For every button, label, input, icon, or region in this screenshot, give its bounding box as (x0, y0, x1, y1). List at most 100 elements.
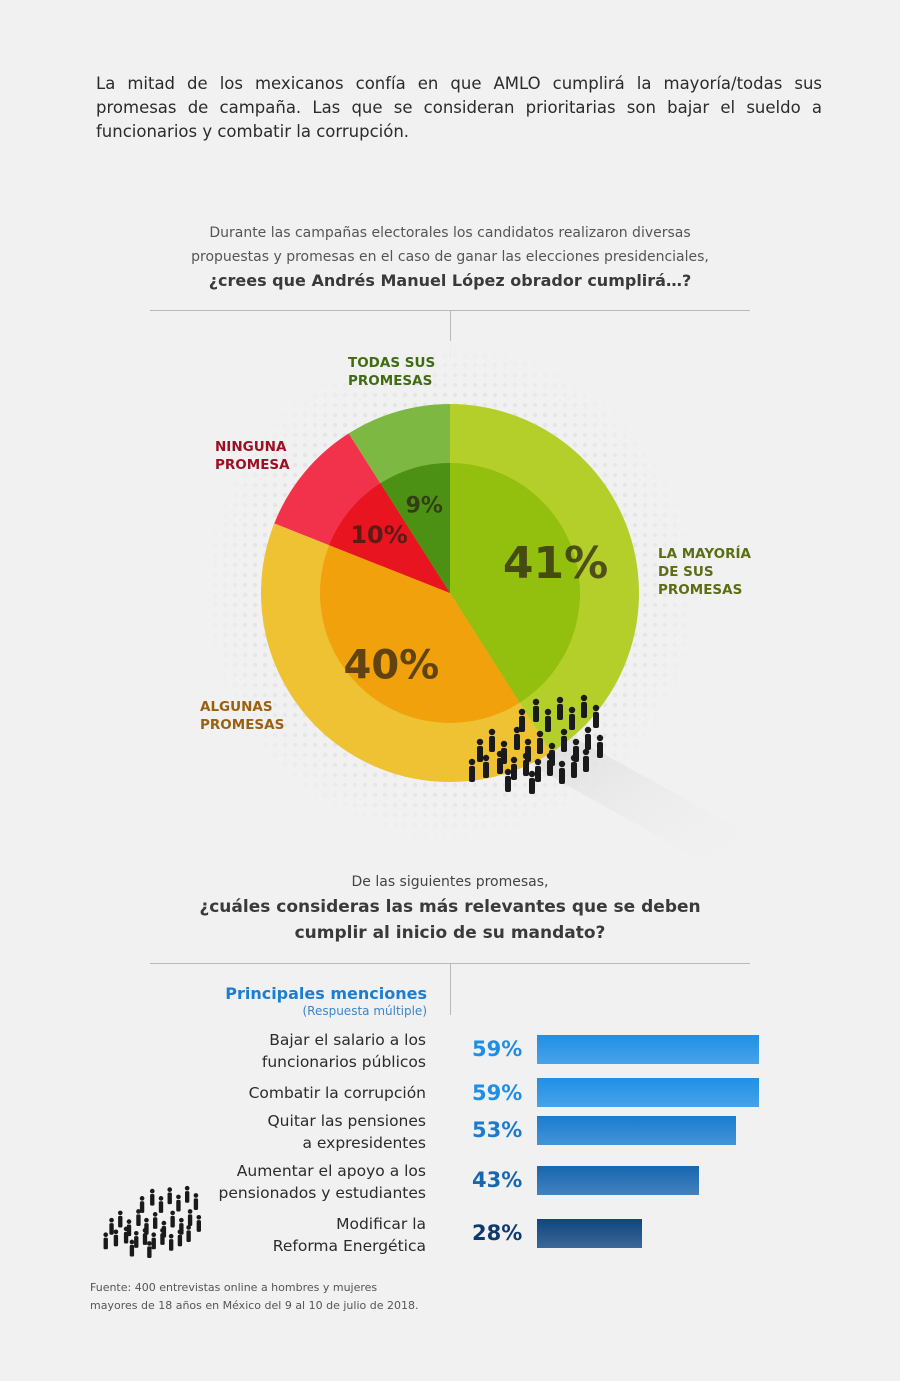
crowd-illustration-small-icon (103, 1185, 202, 1258)
bar-mark (537, 1219, 642, 1248)
bar-row: Modificar la Reforma Energética 28% (0, 1215, 900, 1256)
person-head-12 (113, 1229, 119, 1235)
person-head-2 (488, 728, 496, 736)
bar-row: Aumentar el apoyo a los pensionados y es… (0, 1162, 900, 1203)
person-body-29 (129, 1244, 135, 1257)
bar-value-label: 59% (472, 1037, 523, 1061)
person-body-20 (186, 1230, 191, 1242)
person-body-10 (187, 1214, 193, 1226)
person-body-8 (170, 1215, 175, 1228)
person-head-6 (152, 1212, 158, 1217)
person-head-20 (186, 1225, 191, 1230)
question-2: De las siguientes promesas, ¿cuáles cons… (0, 870, 900, 946)
person-body-10 (585, 734, 591, 750)
person-head-19 (177, 1229, 183, 1235)
person-body-23 (545, 716, 551, 732)
person-body-19 (177, 1234, 183, 1247)
person-body-20 (583, 756, 589, 772)
person-head-9 (572, 738, 580, 746)
bar-value-label: 59% (472, 1081, 523, 1105)
person-body-24 (557, 704, 563, 720)
bar-row: Bajar el salario a los funcionarios públ… (0, 1031, 900, 1072)
person-head-14 (133, 1230, 139, 1236)
person-head-26 (580, 694, 588, 702)
bar-chart-title: Principales menciones (225, 984, 427, 1003)
person-body-26 (581, 702, 587, 718)
person-head-25 (176, 1194, 181, 1200)
person-head-16 (151, 1232, 157, 1238)
person-head-9 (179, 1217, 184, 1223)
bar-category-label: Modificar la Reforma Energética (272, 1215, 426, 1255)
source-note: Fuente: 400 entrevistas online a hombres… (90, 1281, 419, 1312)
person-head-17 (160, 1228, 165, 1233)
person-head-13 (496, 750, 504, 758)
person-body-17 (547, 760, 553, 776)
pie-value-label-1: 41% (503, 538, 608, 589)
intro-paragraph: La mitad de los mexicanos confía en que … (96, 74, 822, 141)
bar-category-label: Aumentar el apoyo a los pensionados y es… (218, 1162, 426, 1202)
person-head-28 (468, 758, 476, 766)
person-head-22 (149, 1188, 155, 1194)
person-body-27 (193, 1198, 199, 1210)
pie-slice-label-3: NINGUNA PROMESA (215, 439, 290, 473)
bar-category-label: Bajar el salario a los funcionarios públ… (261, 1031, 426, 1071)
person-head-24 (556, 696, 564, 704)
pie-slice-inner-1 (450, 463, 580, 703)
pie-slice-label-2: ALGUNAS PROMESAS (200, 699, 285, 733)
pie-value-label-3: 10% (350, 521, 407, 549)
person-head-12 (482, 754, 490, 762)
person-body-22 (533, 706, 539, 722)
person-body-2 (489, 736, 495, 752)
person-head-4 (513, 726, 521, 734)
person-head-28 (103, 1232, 109, 1238)
person-head-14 (510, 756, 518, 764)
person-body-25 (569, 714, 575, 730)
person-head-3 (126, 1219, 132, 1224)
pie-shadow (520, 690, 760, 860)
question-2-line-1: De las siguientes promesas, (351, 874, 549, 890)
bar-value-label: 28% (472, 1221, 523, 1245)
person-head-23 (544, 708, 552, 716)
bar-row: Quitar las pensiones a expresidentes 53% (0, 1112, 900, 1153)
person-body-4 (514, 734, 520, 750)
person-body-1 (477, 746, 483, 762)
person-body-6 (153, 1217, 158, 1229)
person-head-22 (532, 698, 540, 706)
person-body-29 (505, 776, 511, 792)
pie-slice-inner-4 (380, 463, 450, 593)
person-head-16 (534, 758, 542, 766)
bar-category-label: Combatir la corrupción (248, 1084, 426, 1102)
person-body-25 (176, 1199, 181, 1212)
person-body-21 (139, 1201, 145, 1213)
pie-value-labels: 41% 40% 10%9% (344, 494, 609, 689)
person-body-21 (519, 716, 525, 732)
bar-mark (537, 1116, 736, 1145)
question-2-bold-2: cumplir al inicio de su mandato? (294, 923, 606, 943)
person-body-16 (151, 1237, 156, 1250)
bar-value-label: 53% (472, 1118, 523, 1142)
person-head-15 (142, 1228, 148, 1233)
crowd-illustration-icon (468, 694, 604, 794)
bar-chart-subtitle: (Respuesta múltiple) (302, 1004, 427, 1018)
person-head-24 (167, 1187, 173, 1192)
person-body-24 (167, 1192, 172, 1205)
bar-mark (537, 1166, 699, 1195)
person-body-14 (134, 1236, 139, 1248)
person-head-20 (582, 748, 590, 756)
person-head-17 (546, 752, 554, 760)
person-body-8 (561, 736, 567, 752)
divider-top-vertical (450, 310, 451, 358)
pie-value-label-2: 40% (344, 642, 440, 688)
person-body-11 (196, 1220, 201, 1232)
person-body-22 (150, 1194, 155, 1206)
person-body-11 (597, 742, 603, 758)
person-body-18 (559, 768, 565, 784)
pie-slice-label-4: TODAS SUS PROMESAS (348, 355, 436, 389)
person-body-30 (147, 1246, 152, 1258)
person-body-27 (593, 712, 599, 728)
person-body-28 (469, 766, 475, 782)
person-head-19 (570, 754, 578, 762)
person-head-6 (536, 730, 544, 738)
person-body-14 (511, 764, 517, 780)
person-head-3 (500, 740, 508, 748)
